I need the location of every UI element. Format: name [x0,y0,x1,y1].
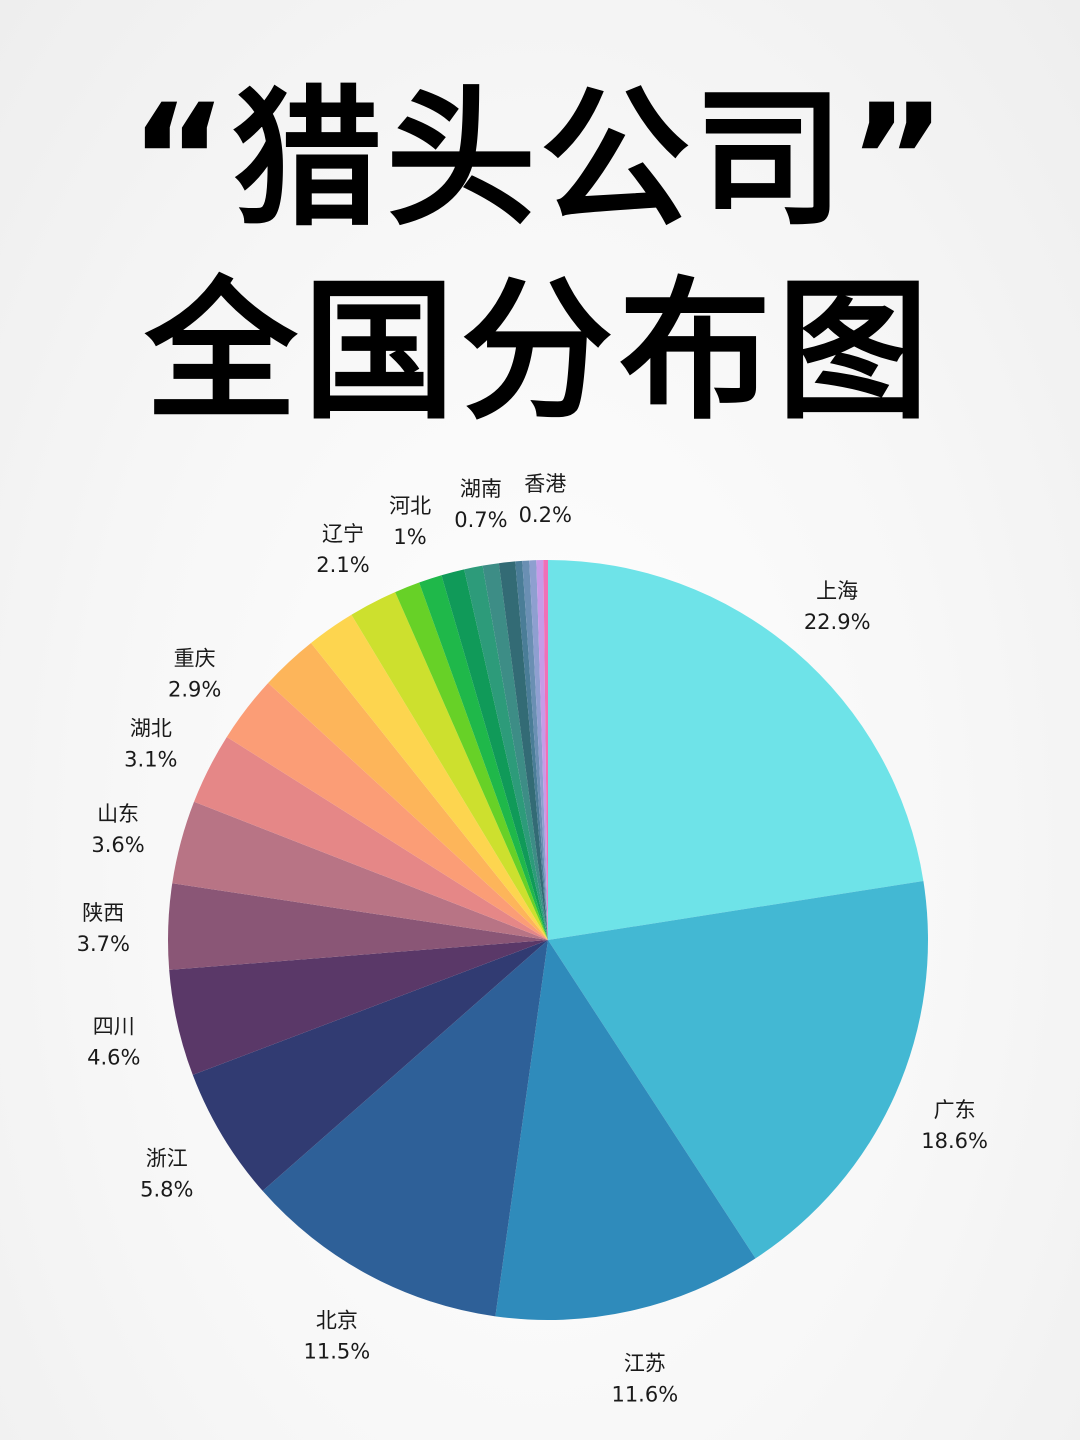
pie-slice-浙江 [192,940,548,1191]
slice-label-value: 0.2% [519,503,572,527]
pie-slice-13 [395,582,548,940]
pie-slice-湖南 [482,563,548,940]
pie-slice-湖北 [194,736,548,940]
slice-label-value: 0.7% [454,508,507,532]
pie-slice-上海 [548,560,924,940]
pie-slices [167,560,928,1321]
pie-slice-11 [311,614,548,940]
slice-label-name: 山东 [97,802,139,826]
slice-label-value: 4.6% [87,1045,140,1069]
pie-slice-河北 [419,575,548,940]
pie-slice-广东 [548,880,928,1259]
pie-slice-20 [522,560,548,940]
pie-slice-北京 [262,940,548,1317]
chart-title-line-2: 全国分布图 [145,263,935,440]
pie-slice-陕西 [167,883,548,970]
pie-slice-22 [536,560,548,940]
slice-label-name: 重庆 [174,647,216,671]
pie-slice-辽宁 [351,592,548,940]
pie-slice-10 [268,642,548,940]
pie-slice-江苏 [495,940,756,1321]
pie-slice-19 [515,560,548,940]
slice-label-name: 北京 [316,1309,358,1333]
pie-slice-18 [498,561,548,940]
pie-slice-山东 [172,801,549,940]
slice-label-value: 2.1% [316,553,369,577]
slice-label-value: 11.5% [304,1340,371,1364]
slice-label-name: 江苏 [624,1351,666,1375]
slice-label-name: 辽宁 [322,522,364,546]
slice-label-value: 2.9% [168,678,221,702]
slice-label-value: 1% [393,525,426,549]
slice-label-value: 18.6% [921,1129,988,1153]
pie-slice-重庆 [226,682,548,940]
slice-label-value: 11.6% [611,1382,678,1406]
slice-label-value: 3.7% [77,932,130,956]
slice-label-name: 河北 [389,494,431,518]
chart-title-line-1: “猎头公司” [129,73,951,247]
pie-slice-16 [464,565,548,940]
slice-label-value: 22.9% [804,610,871,634]
pie-slice-15 [441,569,548,940]
slice-label-value: 5.8% [140,1178,193,1202]
slice-label-name: 四川 [93,1014,135,1038]
pie-slice-四川 [169,940,548,1075]
slice-label-name: 广东 [934,1098,976,1122]
slice-label-name: 浙江 [146,1147,188,1171]
slice-label-name: 湖南 [460,477,502,501]
pie-labels: 上海 22.9% 广东 18.6% 江苏 11.6% 北京 11.5% 浙江 5.8% 四川 4.6%… [77,472,988,1406]
slice-label-name: 湖北 [130,716,172,740]
pie-slice-香港 [543,560,548,940]
slice-label-value: 3.1% [124,747,177,771]
slice-label-name: 陕西 [82,901,124,925]
slice-label-name: 上海 [816,579,858,603]
slice-label-value: 3.6% [91,833,144,857]
pie-slice-21 [529,560,548,940]
slice-label-name: 香港 [524,472,566,496]
